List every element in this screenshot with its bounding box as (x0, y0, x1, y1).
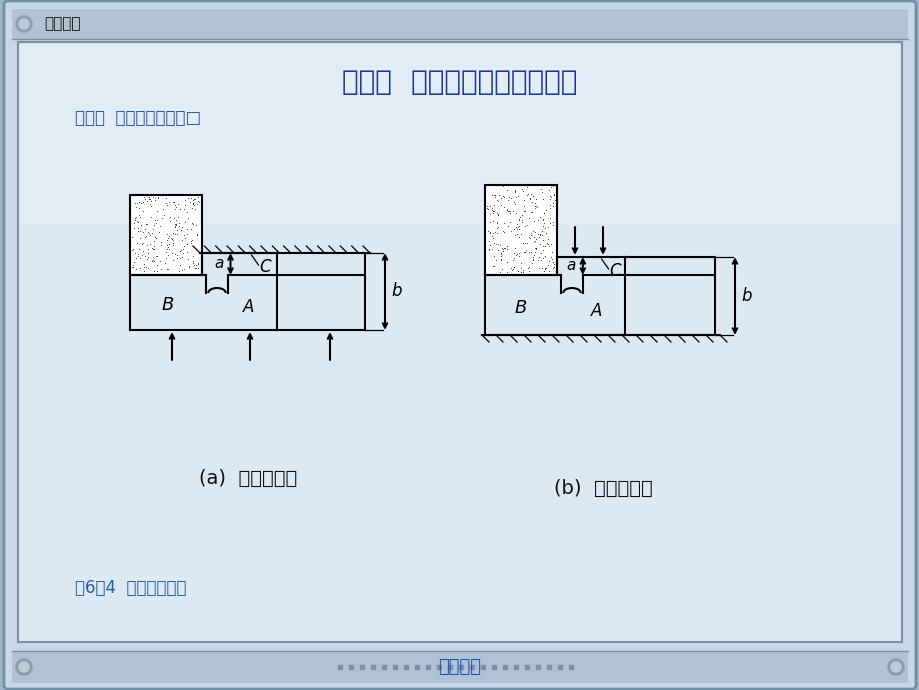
Circle shape (890, 662, 900, 672)
Text: 图6－4  定位误差分析: 图6－4 定位误差分析 (75, 579, 187, 597)
Text: 第六章  机械加工工艺过程设计: 第六章 机械加工工艺过程设计 (342, 68, 577, 96)
Bar (484, 185, 556, 275)
Bar (12, 651, 907, 683)
Bar (20, 44, 899, 224)
Text: 返回目录: 返回目录 (438, 658, 481, 676)
Circle shape (887, 659, 903, 675)
Text: a: a (566, 259, 575, 273)
Text: B: B (515, 299, 527, 317)
Text: (a)  无定位误差: (a) 无定位误差 (199, 469, 297, 488)
Text: b: b (740, 287, 751, 305)
Text: b: b (391, 282, 401, 301)
Circle shape (19, 19, 29, 29)
Text: a: a (214, 257, 223, 271)
FancyBboxPatch shape (4, 1, 915, 689)
Text: (b)  有定位误差: (b) 有定位误差 (553, 478, 652, 497)
Bar (12, 9, 907, 39)
Text: B: B (162, 297, 174, 315)
Circle shape (16, 659, 32, 675)
Bar (130, 195, 202, 275)
Circle shape (19, 662, 29, 672)
Text: C: C (259, 258, 271, 276)
Text: C: C (609, 262, 620, 280)
Bar (18, 42, 901, 642)
Circle shape (16, 16, 32, 32)
Text: 工程制图: 工程制图 (44, 17, 81, 32)
Text: A: A (243, 299, 255, 317)
Text: 第一节  定位基准的选择□: 第一节 定位基准的选择□ (75, 109, 201, 127)
Text: A: A (591, 302, 602, 320)
